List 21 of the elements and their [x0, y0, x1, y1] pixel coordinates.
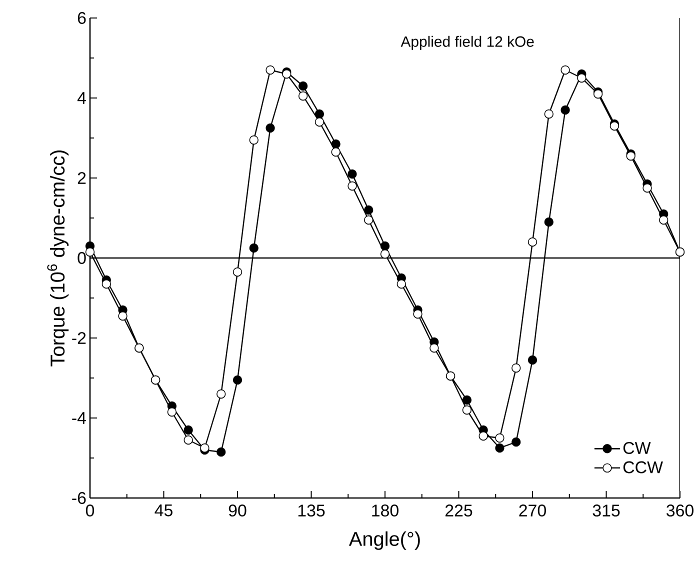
x-tick-label: 225 — [445, 504, 472, 517]
x-tick-label: 90 — [228, 504, 246, 517]
y-tick-label: -4 — [72, 412, 86, 424]
x-tick-label: 270 — [519, 504, 546, 517]
x-tick-label: 0 — [86, 504, 94, 517]
y-tick-label: 6 — [78, 12, 86, 24]
y-tick-label: 4 — [77, 92, 86, 104]
y-tick-label: -6 — [72, 492, 86, 504]
y-tick-label: -2 — [72, 332, 86, 344]
x-tick-label: 315 — [592, 504, 620, 517]
x-tick-label: 135 — [298, 504, 325, 517]
y-tick-label: 2 — [78, 172, 86, 184]
annotation: Applied field 12 kOe — [400, 36, 534, 50]
x-tick-label: 45 — [154, 504, 172, 516]
y-tick-label: 0 — [78, 252, 86, 264]
y-axis-title: Torque (10$^{6}$ dyne-cm/cc) — [47, 150, 69, 366]
legend-label: CCW — [623, 461, 663, 474]
legend-label: CW — [623, 442, 651, 454]
x-axis-title: Angle(°) — [348, 531, 420, 550]
x-tick-label: 180 — [372, 504, 398, 517]
x-tick-label: 360 — [666, 504, 694, 517]
